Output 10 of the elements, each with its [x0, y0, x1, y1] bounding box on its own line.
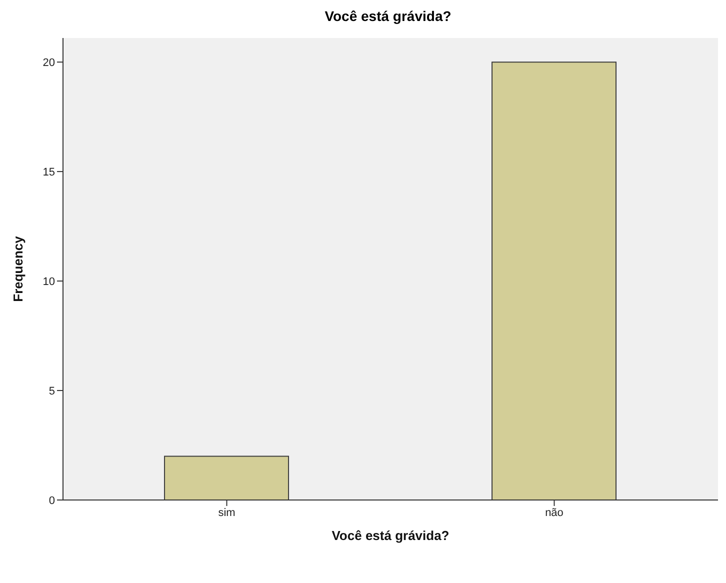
x-tick-label: sim: [218, 506, 236, 519]
y-tick-label: 5: [48, 385, 55, 398]
y-tick-label: 10: [42, 276, 55, 288]
y-tick-label: 0: [48, 494, 55, 507]
y-axis-title: Frequency: [10, 235, 26, 302]
x-tick-label: não: [545, 506, 564, 519]
x-axis-title: Você está grávida?: [332, 528, 450, 543]
y-tick-label: 20: [42, 56, 55, 69]
chart-title: Você está grávida?: [324, 8, 452, 26]
y-tick-label: 15: [42, 166, 55, 178]
